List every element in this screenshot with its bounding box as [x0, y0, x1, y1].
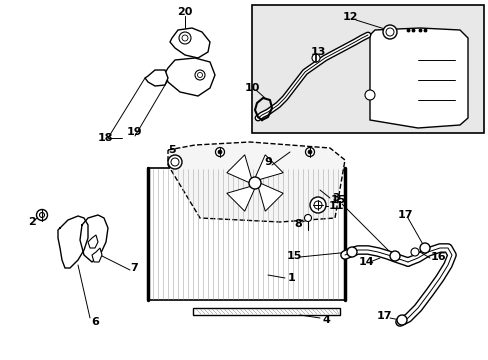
- Text: 2: 2: [28, 217, 36, 227]
- Circle shape: [309, 197, 325, 213]
- Polygon shape: [254, 155, 283, 180]
- Polygon shape: [170, 28, 209, 58]
- Circle shape: [389, 251, 399, 261]
- Circle shape: [307, 150, 311, 154]
- Circle shape: [218, 150, 222, 154]
- Text: 11: 11: [327, 201, 343, 211]
- Circle shape: [385, 28, 393, 36]
- Polygon shape: [145, 70, 168, 86]
- Text: 4: 4: [322, 315, 329, 325]
- Text: 15: 15: [329, 195, 345, 205]
- Bar: [251, 5, 483, 133]
- Polygon shape: [226, 186, 254, 211]
- Bar: [193, 308, 339, 315]
- Text: 6: 6: [91, 317, 99, 327]
- Text: 15: 15: [286, 251, 301, 261]
- Circle shape: [37, 210, 47, 220]
- Circle shape: [40, 212, 44, 217]
- Circle shape: [215, 148, 224, 157]
- Circle shape: [179, 32, 191, 44]
- Circle shape: [382, 25, 396, 39]
- Circle shape: [396, 315, 406, 325]
- Text: 17: 17: [375, 311, 391, 321]
- Circle shape: [304, 215, 311, 221]
- Text: 18: 18: [97, 133, 113, 143]
- Text: 17: 17: [396, 210, 412, 220]
- Text: 5: 5: [168, 145, 176, 155]
- Circle shape: [313, 201, 321, 209]
- Polygon shape: [164, 58, 215, 96]
- Circle shape: [419, 243, 429, 253]
- Polygon shape: [369, 28, 467, 128]
- Text: 16: 16: [429, 252, 445, 262]
- Circle shape: [311, 54, 319, 62]
- Polygon shape: [88, 235, 98, 248]
- Text: 9: 9: [264, 157, 271, 167]
- Text: 3: 3: [331, 193, 339, 203]
- Text: 12: 12: [342, 12, 357, 22]
- Circle shape: [346, 247, 356, 257]
- Text: 13: 13: [310, 47, 325, 57]
- Text: 20: 20: [177, 7, 192, 17]
- Circle shape: [410, 248, 418, 256]
- Text: 10: 10: [244, 83, 259, 93]
- Circle shape: [195, 70, 204, 80]
- Circle shape: [364, 90, 374, 100]
- Circle shape: [182, 35, 187, 41]
- Circle shape: [197, 72, 202, 77]
- Circle shape: [305, 148, 314, 157]
- Circle shape: [171, 158, 179, 166]
- Text: 1: 1: [287, 273, 295, 283]
- Text: 14: 14: [357, 257, 373, 267]
- Bar: [148, 168, 345, 300]
- Circle shape: [248, 177, 261, 189]
- Circle shape: [168, 155, 182, 169]
- Polygon shape: [92, 248, 102, 262]
- Text: 7: 7: [130, 263, 138, 273]
- Text: 8: 8: [293, 219, 301, 229]
- Polygon shape: [226, 155, 251, 183]
- Polygon shape: [258, 183, 283, 211]
- Polygon shape: [168, 142, 345, 222]
- Text: 19: 19: [127, 127, 142, 137]
